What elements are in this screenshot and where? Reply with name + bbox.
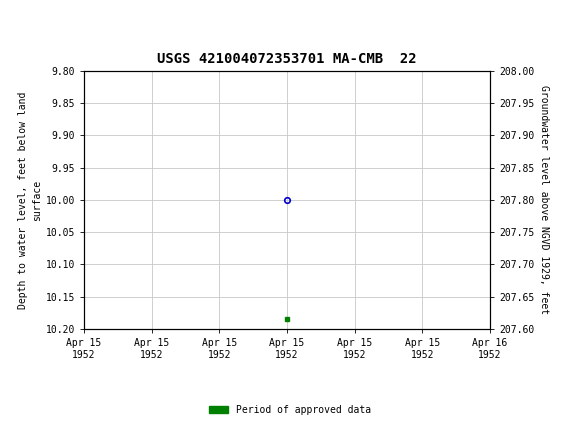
Title: USGS 421004072353701 MA-CMB  22: USGS 421004072353701 MA-CMB 22 [157,52,417,66]
Y-axis label: Depth to water level, feet below land
surface: Depth to water level, feet below land su… [19,91,42,309]
Legend: Period of approved data: Period of approved data [205,401,375,419]
Y-axis label: Groundwater level above NGVD 1929, feet: Groundwater level above NGVD 1929, feet [539,86,549,314]
Text: ≋USGS: ≋USGS [9,11,55,26]
